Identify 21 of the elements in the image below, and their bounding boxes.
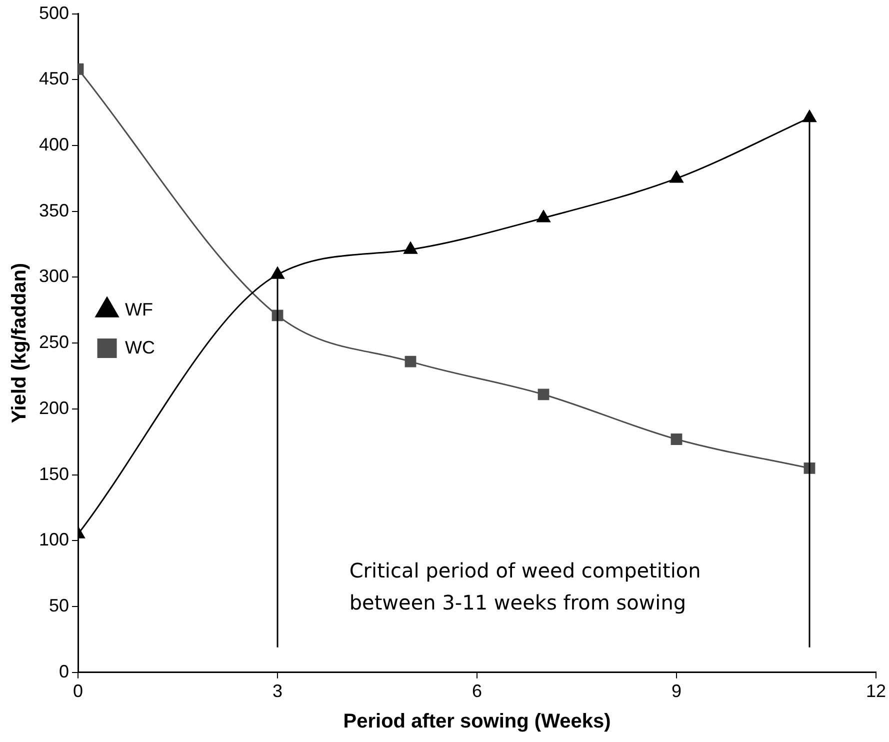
annotation: Critical period of weed competition between 3-11 weeks from sowing (349, 558, 701, 614)
y-tick-label: 0 (59, 661, 70, 682)
x-tick-label: 3 (272, 681, 283, 702)
x-axis-title: Period after sowing (Weeks) (343, 710, 611, 733)
x-tick-label: 0 (73, 681, 84, 702)
y-tick-label: 200 (38, 398, 70, 418)
y-tick-label: 150 (38, 464, 70, 484)
y-tick-label: 300 (38, 266, 70, 286)
y-tick-label: 100 (38, 530, 70, 550)
legend-label: WF (125, 299, 154, 320)
y-tick-label: 450 (38, 68, 70, 89)
y-tick-label: 400 (38, 134, 70, 154)
y-tick-label: 250 (38, 332, 70, 352)
x-tick-label: 6 (472, 681, 482, 702)
legend-label: WC (125, 337, 156, 358)
y-tick-label: 350 (38, 200, 70, 220)
x-tick-label: 12 (866, 681, 886, 702)
y-axis-title: Yield (kg/faddan) (8, 262, 31, 424)
y-tick-label: 50 (49, 596, 70, 616)
x-tick-label: 9 (671, 681, 682, 702)
y-tick-label: 500 (38, 2, 70, 23)
